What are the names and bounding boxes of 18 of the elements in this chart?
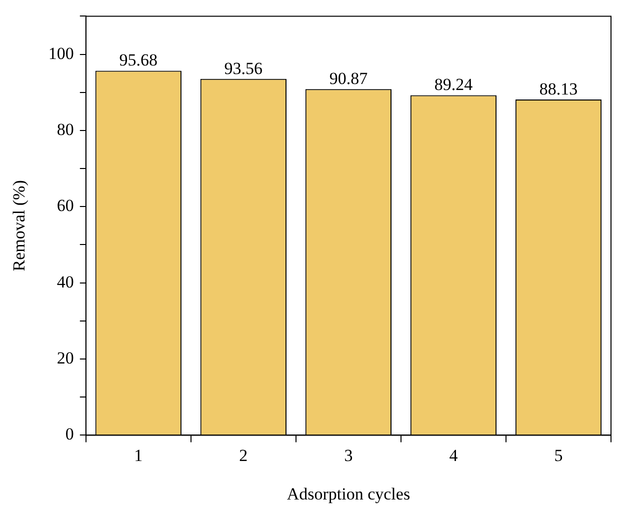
data-label: 88.13 [539,79,578,98]
data-label: 90.87 [329,69,368,88]
x-tick-label: 2 [239,446,248,465]
data-label: 93.56 [224,58,263,78]
x-axis-title: Adsorption cycles [286,484,410,504]
x-tick-label: 5 [554,446,563,465]
x-tick-label: 1 [134,446,143,465]
y-tick-label: 20 [56,348,74,368]
y-axis-title: Removal (%) [10,180,29,272]
y-tick-label: 100 [48,44,74,63]
y-tick-label: 60 [56,196,74,216]
x-tick-label: 4 [449,446,458,465]
x-tick-label: 3 [344,446,353,465]
y-tick-label: 40 [56,272,74,292]
data-label: 95.68 [119,50,158,70]
y-tick-label: 0 [65,424,74,444]
y-tick-label: 80 [56,120,74,139]
data-label: 89.24 [434,75,474,94]
